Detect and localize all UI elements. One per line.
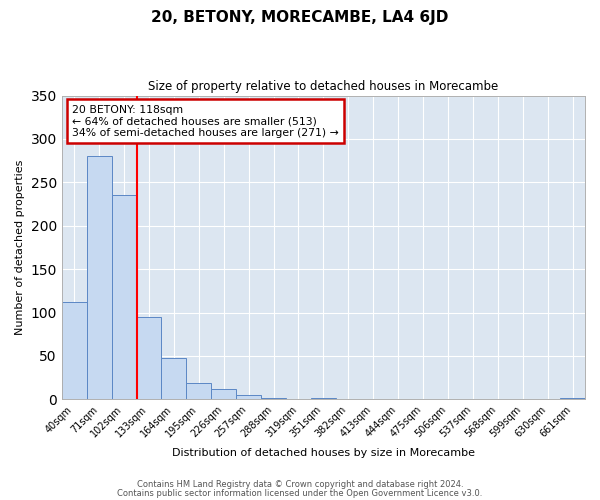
Y-axis label: Number of detached properties: Number of detached properties xyxy=(15,160,25,335)
Bar xyxy=(62,302,87,400)
Bar xyxy=(112,196,137,400)
Title: Size of property relative to detached houses in Morecambe: Size of property relative to detached ho… xyxy=(148,80,499,93)
Text: Contains public sector information licensed under the Open Government Licence v3: Contains public sector information licen… xyxy=(118,490,482,498)
Bar xyxy=(211,389,236,400)
Bar xyxy=(161,358,187,400)
Bar xyxy=(87,156,112,400)
Text: 20 BETONY: 118sqm
← 64% of detached houses are smaller (513)
34% of semi-detache: 20 BETONY: 118sqm ← 64% of detached hous… xyxy=(72,104,339,138)
Bar xyxy=(311,398,336,400)
Bar xyxy=(261,398,286,400)
Text: 20, BETONY, MORECAMBE, LA4 6JD: 20, BETONY, MORECAMBE, LA4 6JD xyxy=(151,10,449,25)
Text: Contains HM Land Registry data © Crown copyright and database right 2024.: Contains HM Land Registry data © Crown c… xyxy=(137,480,463,489)
Bar xyxy=(187,383,211,400)
Bar xyxy=(236,395,261,400)
X-axis label: Distribution of detached houses by size in Morecambe: Distribution of detached houses by size … xyxy=(172,448,475,458)
Bar xyxy=(137,317,161,400)
Bar xyxy=(560,398,585,400)
